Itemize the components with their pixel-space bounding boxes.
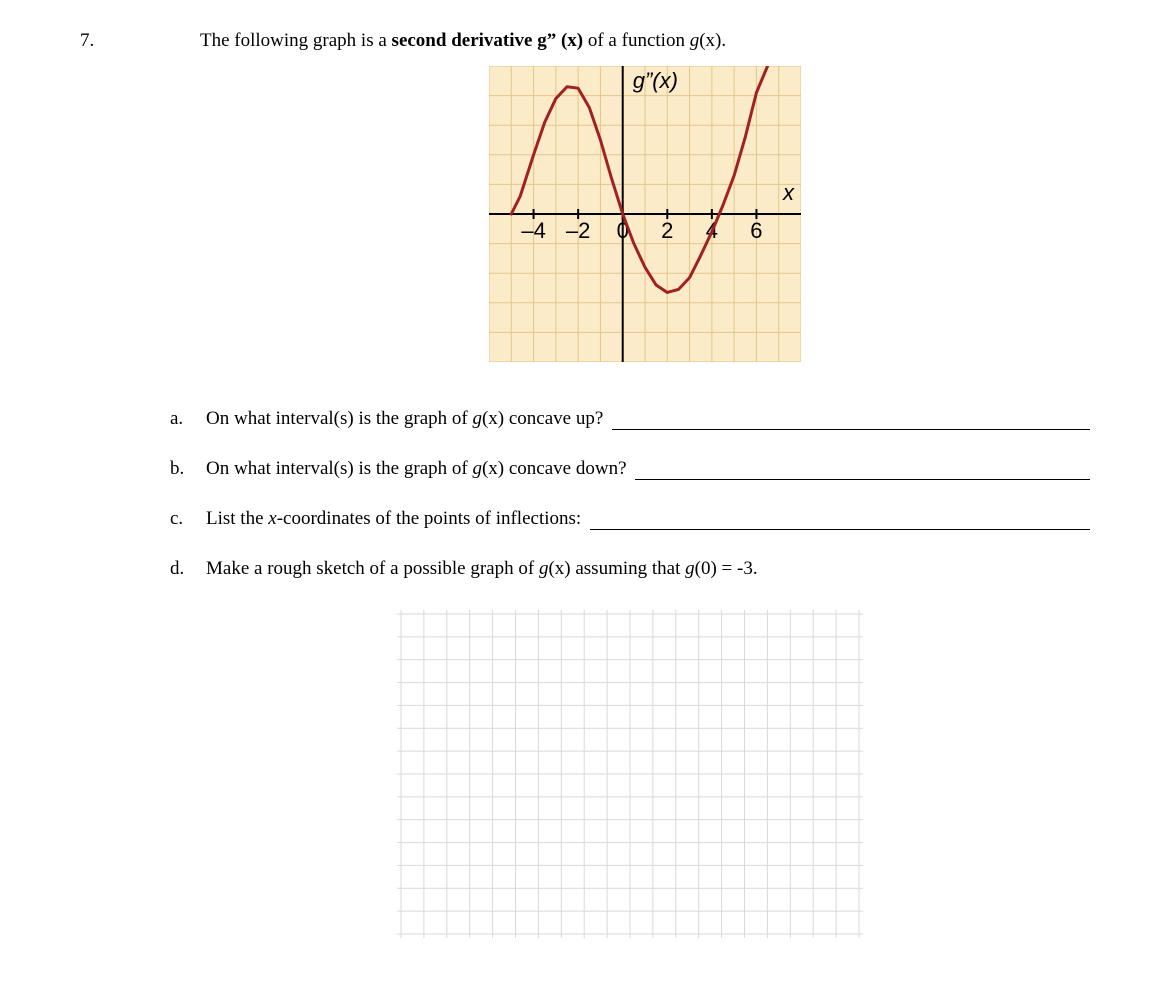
svg-text:2: 2 — [661, 218, 673, 243]
stem-func: g — [690, 30, 700, 51]
stem-before: The following graph is a — [200, 30, 392, 51]
part-d-label: d. — [170, 558, 206, 580]
part-a: a. On what interval(s) is the graph of g… — [170, 408, 1090, 430]
stem-after-bold: of a function — [583, 30, 690, 51]
svg-text:6: 6 — [750, 218, 762, 243]
svg-text:x: x — [782, 180, 795, 205]
part-b-text: On what interval(s) is the graph of g(x)… — [206, 458, 631, 480]
part-c-blank[interactable] — [590, 509, 1090, 530]
svg-text:–2: –2 — [566, 218, 590, 243]
derivative-chart: –4–20246g”(x)x — [200, 66, 1090, 368]
svg-text:–4: –4 — [521, 218, 545, 243]
chart-svg: –4–20246g”(x)x — [489, 66, 801, 362]
stem-bold: second derivative g” (x) — [392, 30, 584, 51]
grid-svg[interactable] — [395, 608, 865, 940]
part-b-label: b. — [170, 458, 206, 480]
subparts: a. On what interval(s) is the graph of g… — [170, 408, 1090, 946]
part-b: b. On what interval(s) is the graph of g… — [170, 458, 1090, 480]
part-a-text: On what interval(s) is the graph of g(x)… — [206, 408, 608, 430]
part-c-text: List the x-coordinates of the points of … — [206, 508, 586, 530]
part-c: c. List the x-coordinates of the points … — [170, 508, 1090, 530]
stem-after-func: (x). — [699, 30, 726, 51]
part-c-label: c. — [170, 508, 206, 530]
sketch-grid — [170, 608, 1090, 946]
part-b-blank[interactable] — [635, 459, 1090, 480]
problem-number: 7. — [80, 30, 200, 52]
part-a-label: a. — [170, 408, 206, 430]
problem-stem: The following graph is a second derivati… — [200, 30, 1090, 52]
part-a-blank[interactable] — [612, 409, 1090, 430]
problem-body: The following graph is a second derivati… — [200, 30, 1090, 946]
problem: 7. The following graph is a second deriv… — [80, 30, 1090, 946]
svg-text:g”(x): g”(x) — [633, 68, 678, 93]
part-d-text: Make a rough sketch of a possible graph … — [206, 558, 758, 580]
part-d: d. Make a rough sketch of a possible gra… — [170, 558, 1090, 580]
